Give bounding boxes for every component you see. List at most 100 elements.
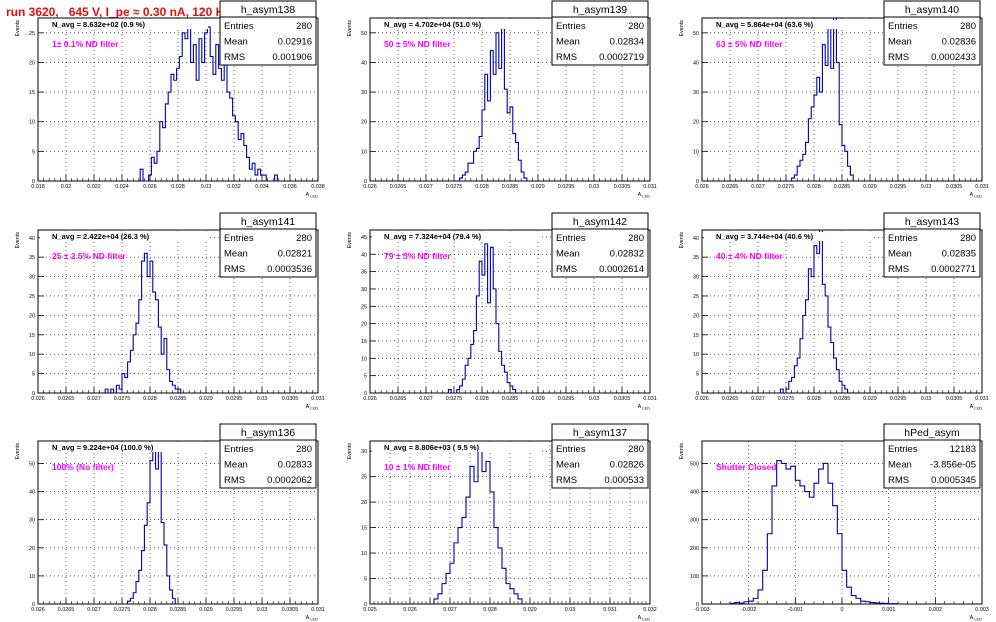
x-tick-label: 0.027 <box>419 184 433 190</box>
stats-value: 0.02836 <box>942 37 976 48</box>
y-tick-label: 40 <box>361 60 367 66</box>
histogram-series <box>791 18 854 181</box>
y-tick-label: 20 <box>361 322 367 328</box>
x-tick-label: 0.03 <box>589 396 600 402</box>
stats-key: Mean <box>556 460 580 471</box>
stats-key: Entries <box>224 233 254 244</box>
y-tick-label: 30 <box>29 518 35 524</box>
x-tick-label: 0.026 <box>695 184 709 190</box>
x-tick-label: 0.03 <box>257 607 268 613</box>
x-tick-label: 0.0305 <box>946 184 963 190</box>
stats-key: RMS <box>556 52 577 63</box>
stats-key: Mean <box>556 37 580 48</box>
stats-value: 0.001906 <box>272 52 312 63</box>
x-tick-label: 0.0295 <box>890 184 907 190</box>
y-tick-label: 10 <box>693 149 699 155</box>
x-tick-label: 0.0265 <box>722 396 739 402</box>
histogram-name: h_asym142 <box>573 216 627 228</box>
histogram-panel-h_asym142: 0.026 0.0265 0.027 0.0275 0.028 0.0285 0.029 0.… <box>347 212 657 411</box>
x-tick-label: 0.0305 <box>946 396 963 402</box>
stats-value: 12183 <box>950 444 976 455</box>
stats-value: 0.000533 <box>604 475 644 486</box>
histogram-name: h_asym137 <box>573 427 627 439</box>
y-tick-label: 0 <box>696 179 699 185</box>
navg-label: N_avg = 7.324e+04 (79.4 %) <box>384 232 482 241</box>
x-tick-label: -0.001 <box>788 607 803 613</box>
stats-key: RMS <box>224 52 245 63</box>
stats-key: Mean <box>224 460 248 471</box>
filter-annotation: 1± 0.1% ND filter <box>52 39 119 49</box>
x-tick-label: 0.028 <box>475 184 489 190</box>
x-tick-label: 0.03 <box>201 184 212 190</box>
stats-key: Entries <box>556 21 586 32</box>
y-tick-label: 10 <box>361 551 367 557</box>
stats-box <box>883 212 981 278</box>
x-tick-label: 0.0305 <box>282 607 299 613</box>
y-tick-label: 5 <box>364 374 367 380</box>
y-tick-label: 50 <box>29 461 35 467</box>
x-tick-label: 0.0305 <box>614 396 631 402</box>
histogram-series <box>729 460 899 604</box>
navg-box <box>372 232 540 241</box>
stats-box <box>883 0 981 66</box>
y-tick-label: 25 <box>693 294 699 300</box>
stats-key: RMS <box>556 475 577 486</box>
y-tick-label: 25 <box>361 304 367 310</box>
x-tick-label: 0.029 <box>531 184 545 190</box>
y-tick-label: 15 <box>361 526 367 532</box>
navg-label: N_avg = 8.806e+03 ( 9.5 %) <box>384 443 480 452</box>
x-tick-label: 0.0265 <box>58 396 75 402</box>
x-tick-label: 0.026 <box>363 184 377 190</box>
y-tick-label: 35 <box>29 255 35 261</box>
x-tick-label: 0.0285 <box>170 607 187 613</box>
y-tick-label: 20 <box>693 313 699 319</box>
y-tick-label: 35 <box>693 255 699 261</box>
x-tick-label: 0.0295 <box>890 396 907 402</box>
x-tick-label: 0.027 <box>87 396 101 402</box>
y-tick-label: 0 <box>364 602 367 608</box>
y-tick-label: 25 <box>29 31 35 37</box>
y-axis-label: Events <box>679 443 685 460</box>
stats-key: Entries <box>888 21 918 32</box>
stats-value: 0.02832 <box>610 249 644 260</box>
x-tick-label: 0.029 <box>531 396 545 402</box>
x-tick-label: 0.027 <box>87 607 101 613</box>
navg-box <box>704 20 872 29</box>
x-axis-label: ALED <box>970 192 983 199</box>
stats-value: 0.02916 <box>278 37 312 48</box>
x-tick-label: 0.028 <box>475 396 489 402</box>
stats-value: 0.0002719 <box>599 52 644 63</box>
x-tick-label: 0.026 <box>403 607 417 613</box>
histogram-panel-hPed_asym: -0.003 -0.002 -0.001 0 0.001 0.002 0.003 0 100 20… <box>679 423 989 622</box>
x-tick-label: 0.024 <box>115 184 129 190</box>
x-tick-label: 0.0285 <box>834 396 851 402</box>
stats-value: 0.0002771 <box>931 264 976 275</box>
y-tick-label: 30 <box>29 275 35 281</box>
stats-value: 0.0002062 <box>267 475 312 486</box>
stats-value: 0.0003536 <box>267 264 312 275</box>
stats-value: 280 <box>628 444 644 455</box>
x-tick-label: 0.031 <box>311 396 325 402</box>
y-tick-label: 30 <box>693 90 699 96</box>
navg-box <box>40 232 208 241</box>
x-tick-label: 0.0305 <box>614 184 631 190</box>
stats-key: Mean <box>888 37 912 48</box>
y-tick-label: 5 <box>696 372 699 378</box>
x-tick-label: 0.029 <box>863 184 877 190</box>
y-tick-label: 50 <box>361 31 367 37</box>
histogram-name: hPed_asym <box>904 427 960 439</box>
filter-annotation: Shutter Closed <box>716 462 776 472</box>
stats-key: Entries <box>224 444 254 455</box>
x-tick-label: 0.0295 <box>558 396 575 402</box>
y-tick-label: 20 <box>361 500 367 506</box>
x-tick-label: 0.038 <box>311 184 325 190</box>
x-tick-label: 0 <box>841 607 844 613</box>
histogram-series <box>459 26 528 181</box>
histogram-series <box>447 243 517 393</box>
stats-value: 0.02834 <box>610 37 644 48</box>
y-tick-label: 15 <box>361 339 367 345</box>
y-tick-label: 0 <box>32 179 35 185</box>
stats-value: 0.0002433 <box>931 52 976 63</box>
y-tick-label: 400 <box>690 490 699 496</box>
stats-key: Entries <box>556 233 586 244</box>
